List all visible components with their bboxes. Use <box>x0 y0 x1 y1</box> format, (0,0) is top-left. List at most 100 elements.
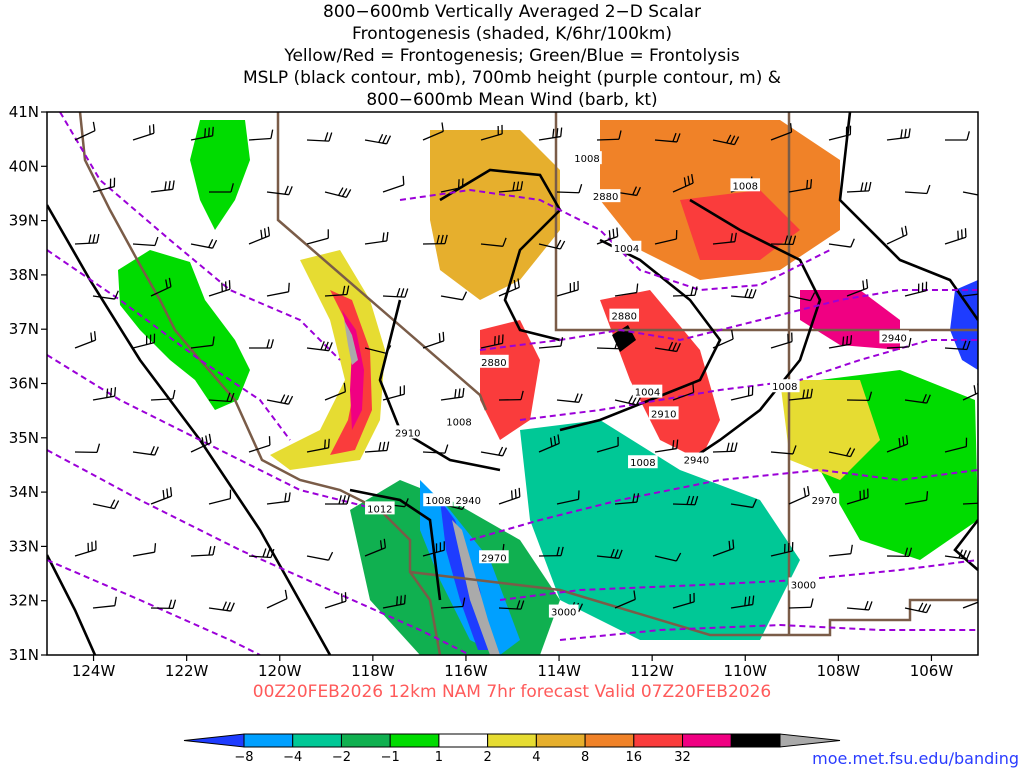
wind-barb <box>92 290 119 300</box>
mslp-contour-label: 1008 <box>733 181 758 192</box>
height-contour <box>47 354 381 511</box>
latitude-axis: 31N 32N 33N 34N 35N 36N 37N 38N 39N 40N 41N <box>9 103 47 664</box>
height-contour-label: 2970 <box>481 553 506 564</box>
colorbar-label: −2 <box>332 750 351 765</box>
longitude-axis: 124W 122W 120W 118W 116W 114W 112W 110W 108W 106W <box>72 655 953 680</box>
mslp-contour-label-bg <box>423 493 453 507</box>
height-contour-label-bg <box>809 493 840 507</box>
wind-barb <box>962 601 978 609</box>
wind-barb <box>788 292 816 302</box>
y-tick-label: 31N <box>9 646 39 664</box>
wind-barb <box>208 601 235 612</box>
height-contour-label: 2940 <box>881 333 906 344</box>
wind-barb <box>74 443 101 454</box>
colorbar-bin <box>389 733 440 748</box>
source-url[interactable]: moe.met.fsu.edu/banding <box>812 749 1019 768</box>
height-contour-label: 2940 <box>684 456 709 467</box>
coastline <box>78 112 442 655</box>
height-contour <box>399 188 831 292</box>
wind-barb <box>132 543 157 557</box>
wind-barb <box>324 285 350 297</box>
wind-barb <box>150 599 177 610</box>
wind-barb <box>654 341 681 353</box>
mslp-contour-label-bg <box>770 379 800 393</box>
mslp-contour-labels: 1008 1008 1004 1004 1008 1008 1008 1012 1008 <box>365 151 800 515</box>
height-contour-label-bg <box>479 550 509 564</box>
title-line-3: Yellow/Red = Frontogenesis; Green/Blue =… <box>283 46 740 66</box>
color-scale-bar: −8 −4 −2 −1 1 2 4 8 16 32 <box>183 733 841 765</box>
mslp-contour <box>349 488 442 601</box>
wind-barb <box>249 339 274 349</box>
wind-barb <box>208 489 232 505</box>
forecast-valid-time: 00Z20FEB2026 12km NAM 7hr forecast Valid… <box>253 682 771 702</box>
x-tick-label: 108W <box>817 662 861 680</box>
wind-barb <box>556 280 579 297</box>
height-contour-label: 2940 <box>456 496 481 507</box>
colorbar-label: −1 <box>381 750 400 765</box>
wind-barb <box>962 383 978 401</box>
wind-barb <box>788 486 810 505</box>
y-tick-label: 37N <box>9 320 39 338</box>
y-tick-label: 36N <box>9 375 39 393</box>
frontogenesis-region-newmexico <box>780 380 880 480</box>
height-contour-label: 2880 <box>593 192 618 203</box>
wind-barb <box>596 130 622 141</box>
wind-barb <box>904 281 928 297</box>
height-contour-label: 2880 <box>611 312 636 323</box>
height-contour-label-bg <box>453 493 484 507</box>
wind-barb <box>962 293 978 297</box>
x-tick-label: 124W <box>72 662 116 680</box>
y-tick-label: 32N <box>9 592 39 610</box>
wind-barb <box>480 237 507 247</box>
title-line-2: Frontogenesis (shaded, K/6hr/100km) <box>352 24 672 44</box>
wind-barb <box>92 177 116 193</box>
wind-barb <box>654 230 678 245</box>
mslp-contour <box>838 112 978 321</box>
wind-barb <box>92 387 117 401</box>
wind-barb <box>886 128 911 141</box>
wind-barb <box>556 183 583 194</box>
nevada-border <box>276 112 488 411</box>
wind-barb <box>74 331 97 349</box>
wind-barb <box>248 129 274 141</box>
wind-barb <box>712 442 738 453</box>
wind-barb <box>828 238 855 248</box>
wind-barb <box>828 125 852 141</box>
height-contour-label-bg <box>590 189 621 203</box>
wind-barb <box>614 590 636 609</box>
wind-barb <box>74 121 96 141</box>
wind-barb <box>382 287 409 298</box>
wind-barb <box>886 337 912 349</box>
height-contour-label-bg <box>788 577 819 591</box>
wind-barb <box>382 594 406 609</box>
wind-barb <box>788 598 814 609</box>
wind-barb <box>538 337 564 349</box>
wind-barb <box>770 542 794 557</box>
wind-barb <box>904 184 931 195</box>
y-tick-label: 35N <box>9 429 39 447</box>
wind-barb <box>730 288 757 299</box>
wind-barb <box>730 386 754 401</box>
wind-barb <box>596 339 623 350</box>
colorbar-label: 16 <box>626 750 643 765</box>
frontogenesis-peak-california <box>452 520 500 655</box>
height-contour-labels: 2880 2880 2880 2910 2910 2940 2940 2940 2970 2970… <box>392 189 910 619</box>
height-contour <box>59 112 341 361</box>
x-tick-label: 112W <box>630 662 674 680</box>
wind-barb <box>440 387 465 401</box>
wind-barb <box>596 227 619 245</box>
x-tick-label: 116W <box>444 662 488 680</box>
wind-barb <box>498 390 524 401</box>
wind-barb <box>306 551 334 561</box>
y-tick-label: 38N <box>9 266 39 284</box>
wind-barb <box>770 445 797 455</box>
height-contour <box>47 449 471 655</box>
height-contour-label: 2910 <box>651 409 676 420</box>
x-tick-label: 120W <box>258 662 302 680</box>
wind-barb <box>422 541 445 557</box>
mslp-contour-label-bg <box>628 455 658 469</box>
wind-barb <box>364 441 390 453</box>
wind-barb <box>364 133 392 145</box>
wind-barb <box>846 391 873 402</box>
title-line-1: 800−600mb Vertically Averaged 2−D Scalar <box>323 2 701 22</box>
